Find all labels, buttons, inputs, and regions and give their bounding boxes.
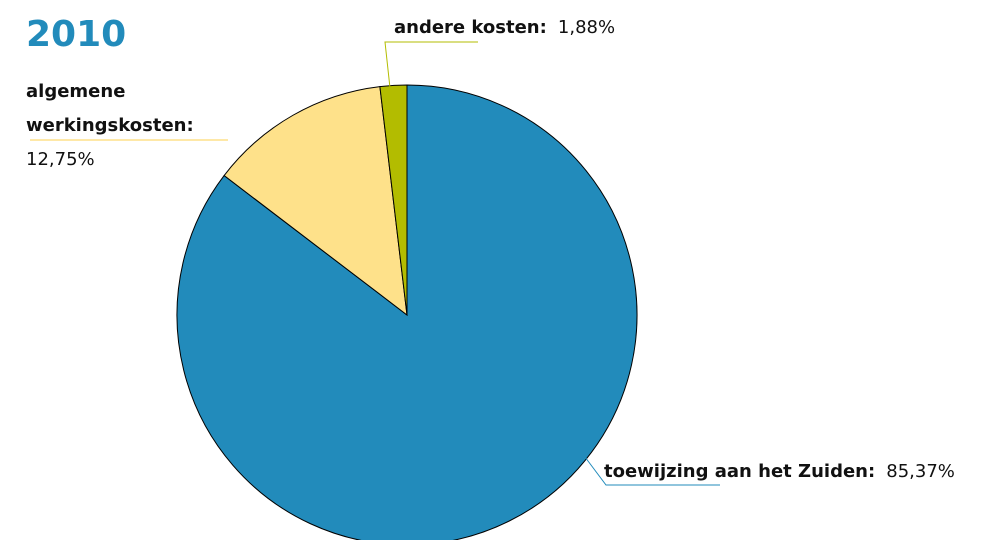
pie-slice-1 — [223, 86, 408, 317]
leader-line-andere — [384, 41, 478, 89]
label-algemene-line2: werkingskosten: — [26, 115, 194, 136]
label-algemene-line1: algemene — [26, 81, 125, 102]
leader-line-toewijzing — [581, 452, 720, 486]
label-toewijzing: toewijzing aan het Zuiden: 85,37% — [604, 461, 955, 482]
label-algemene-value: 12,75% — [26, 149, 95, 170]
pie-slice-2 — [379, 84, 408, 316]
label-toewijzing-name: toewijzing aan het Zuiden: — [604, 461, 875, 482]
label-andere-kosten: andere kosten: 1,88% — [394, 17, 615, 38]
label-toewijzing-value: 85,37% — [886, 461, 955, 482]
pie-slices — [176, 84, 638, 540]
pie-slice-0 — [176, 84, 638, 540]
chart-title: 2010 — [26, 14, 126, 55]
label-andere-kosten-name: andere kosten: — [394, 17, 547, 38]
label-andere-kosten-value: 1,88% — [558, 17, 615, 38]
